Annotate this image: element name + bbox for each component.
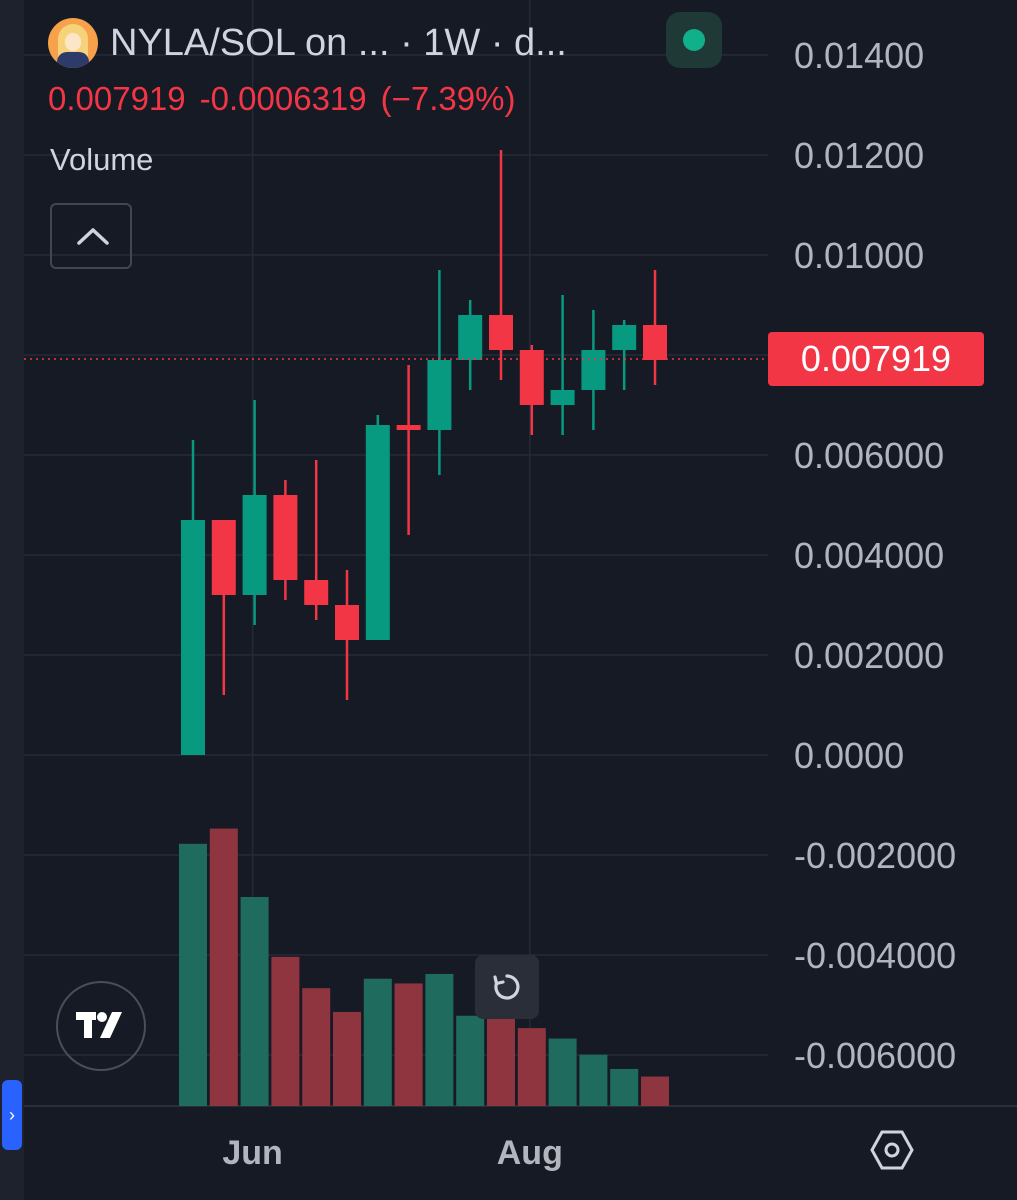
candle [427, 270, 452, 475]
candle [242, 400, 267, 625]
volume-bars [179, 828, 669, 1106]
volume-bar [333, 1011, 361, 1106]
volume-bar [240, 897, 269, 1106]
candles [181, 150, 667, 755]
time-axis-label: Aug [497, 1134, 563, 1172]
candle-body [519, 350, 544, 405]
volume-bar [548, 1038, 577, 1106]
price-axis-label: 0.004000 [794, 535, 944, 576]
candle [273, 480, 298, 600]
candle-body [581, 350, 606, 390]
volume-bar [302, 988, 331, 1106]
price-axis-label: 0.006000 [794, 435, 944, 476]
collapse-legend-button[interactable] [50, 203, 132, 269]
candle-body [396, 425, 421, 430]
volume-bar [179, 843, 207, 1106]
candle-body [273, 495, 298, 580]
candle [181, 440, 205, 755]
reset-chart-button[interactable] [475, 955, 539, 1019]
candle [211, 520, 236, 695]
price-quote: 0.007919 -0.0006319 (−7.39%) [48, 80, 529, 118]
candle [550, 295, 575, 435]
volume-indicator-label[interactable]: Volume [50, 142, 154, 177]
price-axis-label: -0.006000 [794, 1035, 956, 1076]
candle [304, 460, 329, 620]
price-axis-label: -0.004000 [794, 935, 956, 976]
volume-bar [209, 828, 238, 1106]
volume-bar [579, 1054, 608, 1106]
volume-bar [487, 1004, 515, 1106]
symbol-title[interactable]: NYLA/SOL on ... · 1W · d... [110, 21, 567, 64]
volume-bar [271, 956, 300, 1106]
time-axis-label: Jun [222, 1134, 282, 1172]
candle [365, 415, 390, 640]
candle-body [489, 315, 513, 350]
price-axis-label: 0.002000 [794, 635, 944, 676]
candle [489, 150, 513, 380]
left-toolbar [0, 0, 24, 1200]
candle [643, 270, 667, 385]
candle-body [242, 495, 267, 595]
candle [335, 570, 359, 700]
candle-body [427, 360, 452, 430]
candle-body [304, 580, 329, 605]
price-axis-label: 0.0000 [794, 735, 904, 776]
candle-body [643, 325, 667, 360]
price-axis-label: 0.01200 [794, 135, 924, 176]
live-status-dot-icon [683, 29, 705, 51]
live-status-button[interactable] [666, 12, 722, 68]
candle-body [458, 315, 483, 360]
chevron-up-icon [77, 228, 109, 245]
candle [612, 320, 637, 390]
price-axis-label: 0.01400 [794, 35, 924, 76]
volume-bar [425, 973, 454, 1106]
candle [396, 365, 421, 535]
candle-body [550, 390, 575, 405]
candle-body [335, 605, 359, 640]
candle-body [211, 520, 236, 595]
settings-hexagon-icon[interactable] [870, 1128, 914, 1172]
price-axis-label: -0.002000 [794, 835, 956, 876]
expand-sidebar-icon[interactable]: › [2, 1080, 22, 1150]
candle-body [365, 425, 390, 640]
reset-rotate-icon [493, 974, 520, 1000]
time-axis: Jun Aug [222, 1134, 562, 1172]
symbol-header[interactable]: NYLA/SOL on ... · 1W · d... [48, 18, 567, 68]
last-price-tag: 0.007919 [768, 332, 984, 386]
volume-bar [394, 983, 423, 1106]
volume-bar [517, 1028, 546, 1106]
tradingview-logo-icon[interactable] [56, 981, 146, 1071]
nyla-avatar-icon [48, 18, 98, 68]
volume-bar [610, 1068, 639, 1106]
candle [458, 300, 483, 390]
price-change: -0.0006319 [199, 80, 367, 117]
candle-body [181, 520, 205, 755]
volume-bar [641, 1076, 669, 1106]
price-axis: 0.01400 0.01200 0.01000 0.006000 0.004000 0.0… [794, 35, 956, 1076]
volume-bar [456, 1015, 485, 1106]
price-axis-label: 0.01000 [794, 235, 924, 276]
candle-body [612, 325, 637, 350]
volume-bar [363, 978, 392, 1106]
candle [581, 310, 606, 430]
last-price: 0.007919 [48, 80, 186, 117]
price-change-percent: (−7.39%) [380, 80, 516, 117]
